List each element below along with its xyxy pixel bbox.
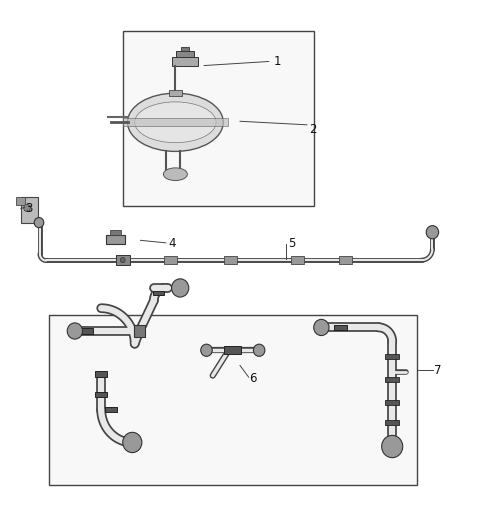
- Bar: [105, 407, 117, 412]
- Bar: [181, 47, 189, 51]
- Circle shape: [67, 323, 83, 339]
- Bar: [385, 420, 399, 425]
- Bar: [176, 51, 193, 57]
- Bar: [16, 197, 24, 205]
- Bar: [95, 371, 108, 377]
- Bar: [48, 315, 417, 485]
- Bar: [168, 89, 182, 96]
- Bar: [164, 256, 177, 264]
- Ellipse shape: [128, 93, 223, 151]
- Text: 4: 4: [168, 237, 176, 250]
- Bar: [116, 255, 130, 265]
- Circle shape: [34, 217, 44, 228]
- Bar: [334, 325, 347, 330]
- Text: 2: 2: [310, 123, 317, 136]
- Circle shape: [426, 226, 439, 239]
- Bar: [385, 400, 399, 405]
- Bar: [385, 377, 399, 382]
- Circle shape: [120, 258, 125, 263]
- Bar: [171, 57, 198, 66]
- Ellipse shape: [163, 168, 187, 180]
- Circle shape: [201, 344, 212, 356]
- Bar: [21, 197, 37, 223]
- Text: 1: 1: [274, 55, 281, 68]
- Bar: [123, 118, 228, 126]
- Circle shape: [314, 320, 329, 336]
- Circle shape: [382, 435, 403, 458]
- Bar: [110, 230, 121, 235]
- Bar: [123, 31, 314, 206]
- Circle shape: [253, 344, 265, 356]
- Bar: [224, 256, 237, 264]
- Ellipse shape: [135, 102, 216, 143]
- Bar: [385, 354, 399, 359]
- Circle shape: [24, 204, 30, 211]
- Text: 6: 6: [250, 372, 257, 385]
- Text: 7: 7: [434, 364, 441, 377]
- Bar: [291, 256, 304, 264]
- Bar: [95, 392, 108, 397]
- Text: 5: 5: [288, 237, 295, 250]
- Text: 3: 3: [25, 202, 33, 215]
- Circle shape: [123, 432, 142, 453]
- Bar: [224, 346, 241, 354]
- Bar: [106, 235, 125, 244]
- Circle shape: [171, 279, 189, 297]
- Bar: [339, 256, 351, 264]
- Bar: [81, 328, 93, 334]
- Bar: [134, 325, 145, 337]
- Bar: [153, 291, 164, 296]
